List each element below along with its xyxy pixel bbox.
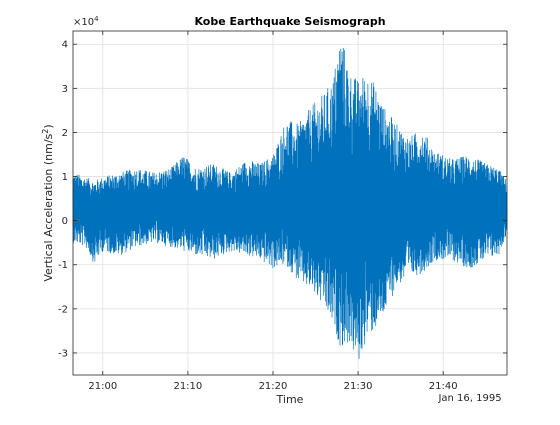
y-tick-label: 3 [62,84,68,95]
y-tick-label: 1 [62,172,68,183]
x-axis-title: Time [276,393,304,406]
y-axis-title-tail: ) [42,124,55,128]
chart-title: Kobe Earthquake Seismograph [194,15,385,28]
y-tick-label: -3 [58,348,68,359]
x-tick-label: 21:40 [429,381,458,392]
seismograph-trace [72,47,508,359]
x-tick-label: 21:30 [344,381,373,392]
axes-box [72,30,508,376]
y-tick-label: -2 [58,304,68,315]
y-axis-title: Vertical Acceleration (nm/s2) [41,124,55,281]
exponent-power: 4 [94,15,99,23]
exponent-base: ×10 [73,17,94,28]
y-tick-label: 4 [62,40,68,51]
date-label: Jan 16, 1995 [437,393,501,404]
ticks: 21:00 21:10 21:20 21:30 21:40 -3 -2 -1 0 1 2 3 4 [58,31,507,392]
x-tick-label: 21:20 [259,381,288,392]
y-tick-label: 0 [62,216,68,227]
y-axis-title-main: Vertical Acceleration (nm/s [42,133,55,281]
plot-area [72,47,508,359]
y-axis-title-sup: 2 [41,129,50,134]
y-tick-label: -1 [58,260,68,271]
y-tick-label: 2 [62,128,68,139]
x-tick-label: 21:10 [173,381,202,392]
x-tick-label: 21:00 [88,381,117,392]
exponent-label: ×104 [73,15,99,28]
